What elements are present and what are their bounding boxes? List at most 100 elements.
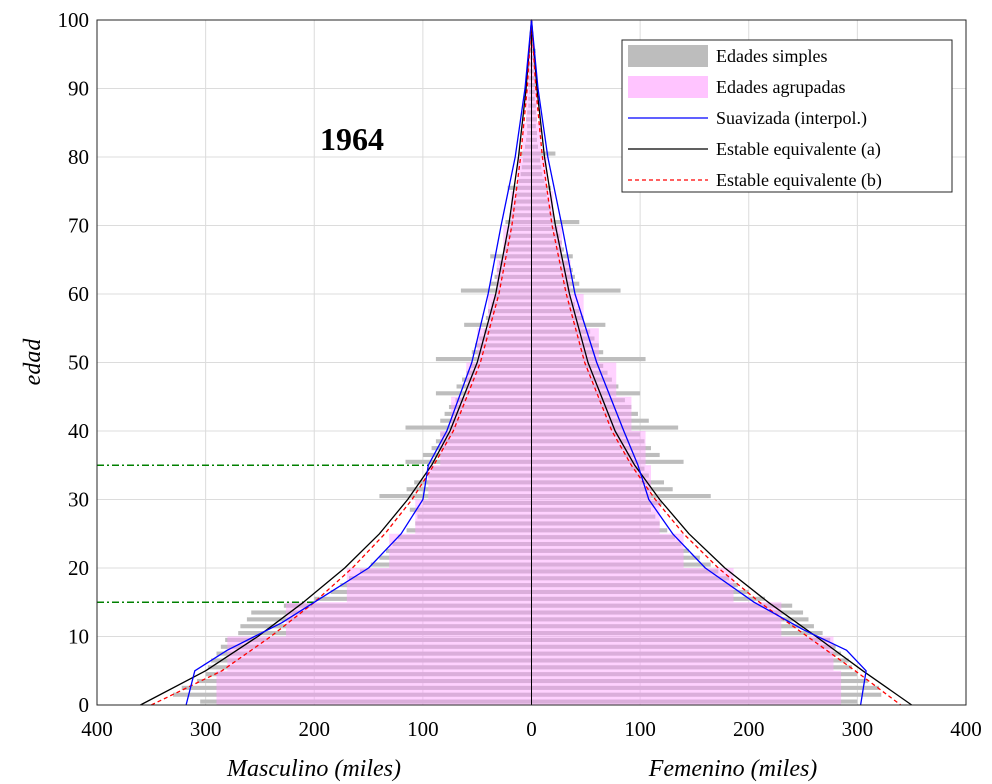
- bar-grouped-female: [531, 191, 554, 226]
- bar-simple-female: [531, 617, 809, 622]
- bar-simple-female: [531, 350, 604, 355]
- bar-grouped-male: [428, 465, 532, 500]
- bar-simple-male: [200, 699, 532, 704]
- bar-simple-female: [531, 302, 575, 307]
- bar-simple-female: [531, 569, 719, 574]
- bar-simple-male: [488, 309, 532, 314]
- bar-simple-female: [531, 124, 536, 129]
- legend-label: Suavizada (interpol.): [716, 108, 867, 129]
- bar-simple-female: [531, 637, 831, 642]
- bar-simple-female: [531, 466, 645, 471]
- bar-simple-male: [461, 377, 532, 382]
- bar-simple-male: [220, 644, 532, 649]
- bar-simple-male: [415, 521, 532, 526]
- bar-grouped-male: [451, 396, 532, 431]
- bar-simple-female: [531, 35, 533, 40]
- bar-grouped-male: [510, 191, 532, 226]
- bar-simple-female: [531, 452, 660, 458]
- bar-simple-female: [531, 240, 562, 245]
- bar-simple-female: [531, 55, 534, 60]
- reference-lines: [97, 464, 429, 603]
- bar-simple-male: [527, 130, 532, 136]
- bar-simple-male: [251, 610, 532, 615]
- bar-simple-male: [518, 151, 532, 156]
- bar-simple-female: [531, 411, 638, 416]
- legend-label: Edades agrupadas: [716, 77, 845, 97]
- bar-simple-male: [490, 281, 532, 286]
- y-tick-label: 50: [68, 351, 89, 375]
- bar-simple-female: [531, 589, 749, 595]
- bar-simple-male: [470, 363, 532, 368]
- bar-grouped-female: [531, 328, 599, 363]
- bar-simple-female: [531, 665, 852, 670]
- bar-simple-male: [238, 631, 532, 636]
- bar-grouped-female: [531, 533, 684, 568]
- bar-simple-male: [464, 322, 532, 327]
- bar-simple-female: [531, 658, 849, 663]
- bar-simple-male: [440, 432, 532, 437]
- y-tick-label: 0: [79, 693, 90, 717]
- y-tick-label: 30: [68, 488, 89, 512]
- bar-simple-male: [529, 69, 532, 74]
- bar-grouped-female: [531, 88, 537, 123]
- bar-simple-male: [440, 418, 532, 423]
- bar-simple-male: [527, 124, 532, 129]
- bar-simple-male: [435, 439, 532, 444]
- x-tick-label: 200: [733, 717, 765, 741]
- bar-simple-male: [524, 144, 532, 149]
- y-tick-label: 90: [68, 77, 89, 101]
- bar-simple-male: [530, 55, 532, 60]
- bar-grouped-female: [531, 362, 617, 397]
- bar-simple-female: [531, 418, 649, 423]
- grouped-age-bars: [216, 20, 842, 705]
- bar-simple-male: [528, 83, 532, 88]
- bar-simple-female: [531, 357, 646, 362]
- bar-simple-female: [531, 192, 547, 197]
- bar-grouped-female: [531, 294, 584, 329]
- bar-simple-female: [531, 76, 535, 81]
- bar-simple-female: [531, 692, 882, 697]
- bar-grouped-male: [216, 670, 532, 705]
- bar-simple-male: [385, 548, 532, 553]
- bar-grouped-male: [389, 533, 532, 568]
- bar-simple-male: [405, 459, 532, 464]
- bar-simple-male: [456, 384, 532, 389]
- bar-simple-male: [444, 411, 532, 416]
- bar-simple-female: [531, 672, 858, 677]
- bar-grouped-female: [531, 636, 834, 671]
- bar-simple-female: [531, 172, 543, 177]
- bar-grouped-male: [477, 328, 532, 363]
- bar-simple-female: [531, 432, 641, 437]
- simple-age-bars: [173, 21, 882, 704]
- bar-simple-female: [531, 459, 684, 464]
- bar-simple-female: [531, 315, 584, 321]
- x-tick-label: 300: [190, 717, 222, 741]
- bar-simple-male: [521, 165, 532, 170]
- bar-simple-male: [471, 350, 532, 355]
- bar-simple-female: [531, 336, 595, 341]
- bar-simple-female: [531, 507, 651, 512]
- x-tick-label: 300: [842, 717, 874, 741]
- bar-simple-female: [531, 247, 565, 252]
- bar-simple-female: [531, 624, 814, 629]
- bar-simple-male: [529, 76, 532, 81]
- bar-simple-female: [531, 631, 823, 636]
- bar-simple-male: [422, 500, 532, 505]
- bar-simple-female: [531, 521, 660, 526]
- y-tick-label: 80: [68, 145, 89, 169]
- bar-simple-female: [531, 541, 682, 547]
- y-tick-label: 70: [68, 214, 89, 238]
- x-tick-label: 100: [624, 717, 656, 741]
- bar-grouped-male: [488, 294, 532, 329]
- bar-simple-female: [531, 261, 569, 266]
- bar-simple-male: [406, 487, 532, 492]
- bar-simple-male: [498, 261, 532, 266]
- x-tick-label: 400: [81, 717, 113, 741]
- bar-simple-female: [531, 130, 537, 136]
- bar-grouped-male: [440, 431, 532, 466]
- bar-simple-female: [531, 651, 842, 656]
- bar-simple-male: [520, 172, 532, 177]
- bar-simple-male: [527, 110, 532, 115]
- bar-simple-male: [529, 48, 532, 53]
- bar-simple-female: [531, 309, 580, 314]
